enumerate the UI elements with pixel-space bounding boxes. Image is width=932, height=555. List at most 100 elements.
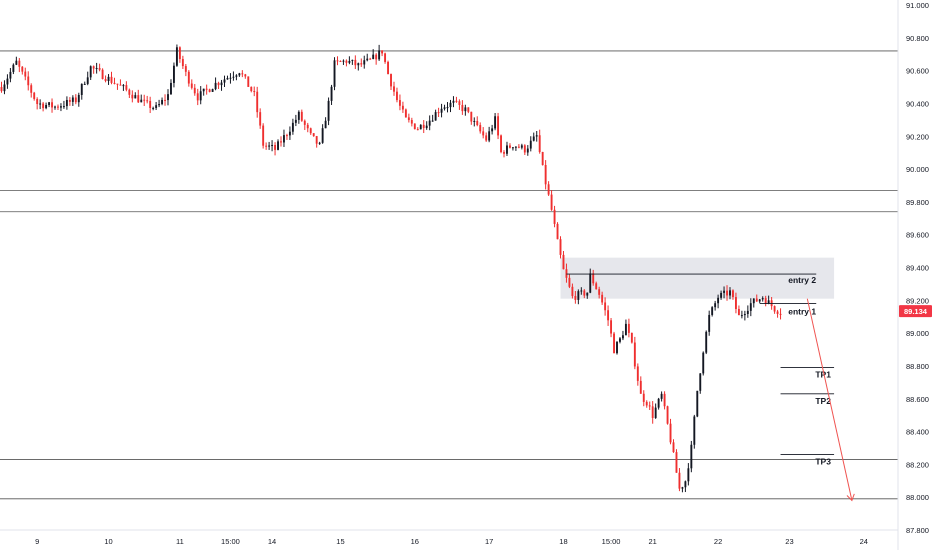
price-axis[interactable]: 91.000 90.800 90.600 90.400 90.200 90.000 89.8… bbox=[897, 0, 932, 550]
candle-body bbox=[193, 87, 196, 94]
candle-body bbox=[497, 116, 500, 136]
candle-body bbox=[681, 487, 684, 489]
price-tick-label: 88.200 bbox=[906, 460, 929, 469]
candle-body bbox=[740, 315, 743, 317]
candle-body bbox=[101, 69, 104, 80]
candle-body bbox=[238, 73, 241, 76]
candle-body bbox=[309, 128, 312, 134]
candle-body bbox=[517, 146, 520, 148]
candle-body bbox=[553, 209, 556, 224]
candle-body bbox=[604, 302, 607, 311]
candle-body bbox=[336, 60, 339, 62]
price-tick-label: 89.400 bbox=[906, 264, 929, 273]
candle-body bbox=[161, 99, 164, 105]
candle-body bbox=[71, 97, 74, 102]
candle-body bbox=[220, 82, 223, 86]
candle-body bbox=[401, 105, 404, 110]
candle-body bbox=[30, 85, 33, 93]
candle-body bbox=[610, 320, 613, 334]
candle-body bbox=[663, 393, 666, 407]
time-tick-label: 17 bbox=[485, 537, 493, 546]
candle-body bbox=[482, 131, 485, 136]
resistance-zone-layer bbox=[560, 257, 835, 299]
candle-body bbox=[434, 112, 437, 121]
entry-zone-rect bbox=[560, 257, 835, 299]
candle-body bbox=[413, 123, 416, 130]
candle-body bbox=[669, 423, 672, 443]
candle-body bbox=[131, 94, 134, 99]
candle-body bbox=[443, 107, 446, 109]
candle-body bbox=[398, 100, 401, 106]
candle-body bbox=[143, 99, 146, 101]
candle-body bbox=[461, 104, 464, 112]
candle-body bbox=[574, 295, 577, 300]
candle-body bbox=[324, 120, 327, 129]
candle-body bbox=[196, 93, 199, 101]
candle-body bbox=[378, 50, 381, 60]
candle-body bbox=[152, 107, 155, 109]
time-axis[interactable]: 9 10 11 15:00 14 15 16 17 18 15:00 21 22 23 24 bbox=[0, 529, 898, 546]
candle-body bbox=[285, 135, 288, 137]
time-tick-label: 11 bbox=[176, 537, 184, 546]
candle-body bbox=[473, 120, 476, 122]
candle-body bbox=[74, 97, 77, 103]
candle-body bbox=[598, 289, 601, 295]
candle-body bbox=[330, 86, 333, 101]
candle-body bbox=[256, 91, 259, 113]
candle-body bbox=[464, 107, 467, 112]
candle-body bbox=[113, 82, 116, 84]
candle-body bbox=[280, 141, 282, 143]
candle-body bbox=[288, 131, 291, 136]
price-tick-label: 88.800 bbox=[906, 362, 929, 371]
candle-body bbox=[621, 335, 624, 339]
candle-body bbox=[110, 76, 113, 83]
candle-body bbox=[577, 291, 580, 300]
trade-lines-layer: entry 2 entry 1 TP1 TP2 TP3 bbox=[566, 273, 835, 467]
candle-body bbox=[146, 100, 149, 102]
time-tick-label: 24 bbox=[860, 537, 868, 546]
candle-body bbox=[205, 88, 208, 90]
candle-body bbox=[62, 106, 65, 108]
candle-body bbox=[428, 120, 431, 126]
candle-body bbox=[223, 79, 226, 83]
candle-body bbox=[532, 136, 535, 141]
candle-body bbox=[345, 60, 348, 63]
candle-body bbox=[36, 98, 39, 105]
candle-body bbox=[54, 106, 56, 108]
time-tick-label: 14 bbox=[268, 537, 276, 546]
candle-body bbox=[51, 102, 53, 108]
candle-body bbox=[271, 144, 274, 146]
candle-body bbox=[690, 444, 693, 469]
price-tick-label: 89.600 bbox=[906, 231, 929, 240]
candle-body bbox=[65, 99, 68, 107]
candle-body bbox=[342, 60, 345, 62]
candle-body bbox=[529, 140, 532, 149]
candle-body bbox=[654, 407, 657, 418]
trade-line-label: TP3 bbox=[815, 457, 831, 467]
candle-body bbox=[541, 152, 544, 166]
candle-body bbox=[98, 68, 101, 70]
candle-body bbox=[312, 133, 315, 137]
candle-body bbox=[235, 75, 238, 77]
candle-body bbox=[315, 136, 318, 144]
candle-body bbox=[761, 298, 764, 300]
candle-body bbox=[89, 66, 92, 78]
candle-body bbox=[416, 129, 419, 131]
candle-body bbox=[776, 311, 779, 314]
candle-body bbox=[494, 116, 497, 129]
candle-body bbox=[470, 111, 473, 122]
candle-body bbox=[627, 323, 630, 333]
candle-body bbox=[500, 135, 502, 153]
candle-body bbox=[425, 125, 428, 129]
candle-body bbox=[134, 95, 137, 99]
candle-body bbox=[657, 398, 660, 408]
candle-body bbox=[83, 83, 86, 85]
candle-body bbox=[297, 111, 300, 120]
candle-body bbox=[369, 58, 372, 60]
candle-body bbox=[589, 273, 592, 293]
candle-body bbox=[211, 89, 214, 92]
candle-body bbox=[360, 63, 363, 65]
candle-body bbox=[616, 341, 618, 354]
